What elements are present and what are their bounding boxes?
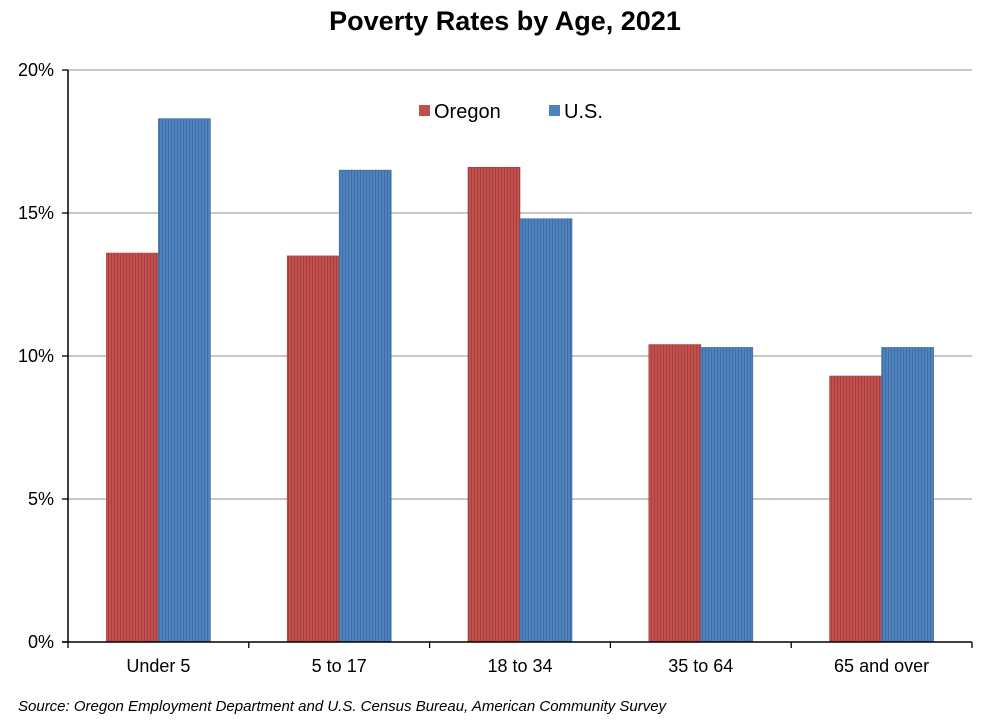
bar-oregon-4: [829, 375, 882, 643]
bar-u-s-2: [519, 218, 573, 643]
bar-u-s-4: [881, 347, 934, 643]
x-tick-label: 35 to 64: [668, 656, 733, 676]
x-tick-label: 18 to 34: [487, 656, 552, 676]
bar-oregon-3: [648, 344, 702, 643]
y-tick-label: 5%: [28, 489, 54, 509]
y-tick-label: 10%: [18, 346, 54, 366]
y-axis-ticks: 0% 5% 10% 15% 20%: [18, 60, 68, 652]
x-tick-label: 65 and over: [834, 656, 929, 676]
y-tick-label: 0%: [28, 632, 54, 652]
legend-label: Oregon: [434, 101, 501, 123]
bar-oregon-1: [286, 255, 340, 643]
legend-swatch: [549, 105, 560, 116]
legend-label: U.S.: [564, 101, 603, 123]
bar-oregon-2: [467, 166, 521, 643]
bar-oregon-0: [106, 252, 159, 643]
x-tick-label: Under 5: [126, 656, 190, 676]
chart-title: Poverty Rates by Age, 2021: [329, 6, 681, 36]
bar-u-s-0: [158, 118, 211, 643]
x-axis: Under 5 5 to 17 18 to 34 35 to 64 65 and ove…: [62, 70, 973, 676]
x-tick-label: 5 to 17: [312, 656, 367, 676]
source-note: Source: Oregon Employment Department and…: [18, 698, 668, 715]
bar-u-s-1: [338, 169, 392, 643]
bar-u-s-3: [700, 347, 754, 643]
y-tick-label: 20%: [18, 60, 54, 80]
y-tick-label: 15%: [18, 203, 54, 223]
legend: Oregon U.S.: [419, 101, 603, 123]
legend-swatch: [419, 105, 430, 116]
bars: [106, 118, 934, 643]
